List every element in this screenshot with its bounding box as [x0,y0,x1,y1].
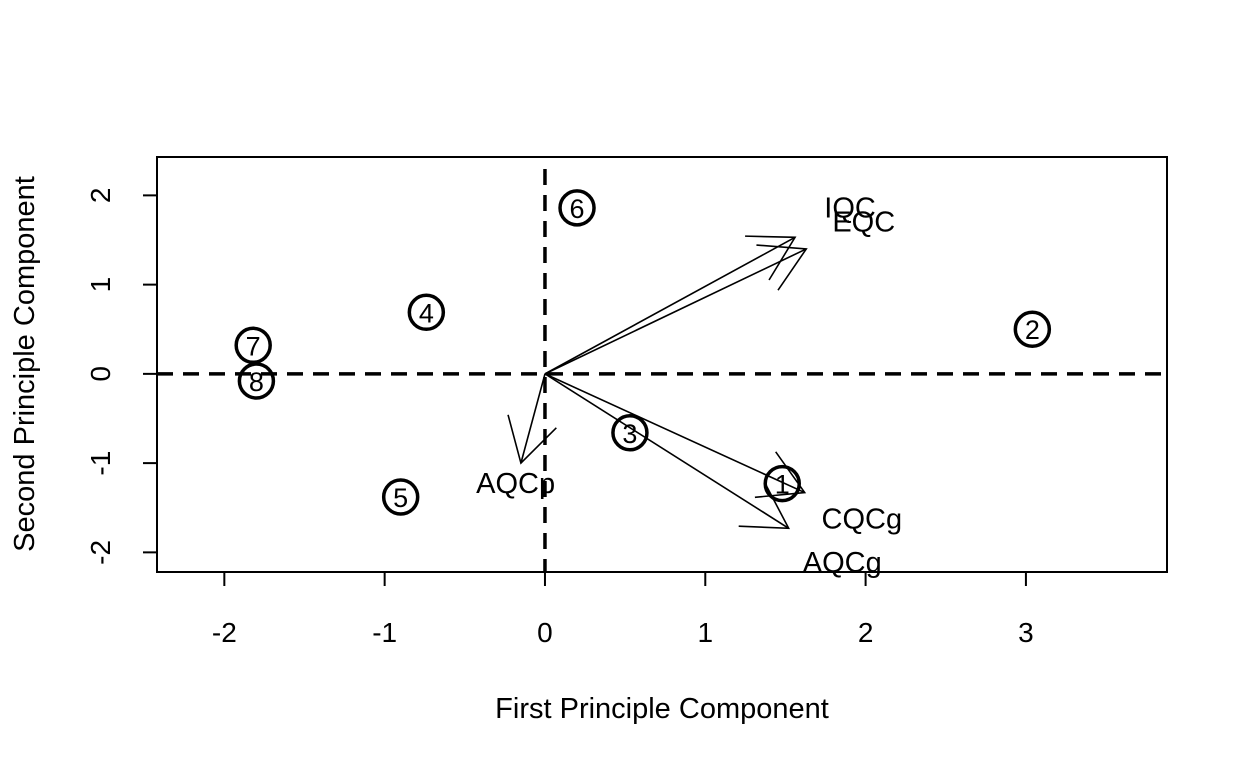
point-label: 6 [570,194,585,224]
arrow-head [756,244,808,291]
x-tick-label: -2 [212,617,237,648]
observation-points: 1 2 3 4 5 6 7 8 [234,189,1052,516]
loading-label: CQCg [822,504,903,536]
point-marker [763,464,801,503]
point-label: 3 [622,419,637,449]
point-marker [1013,310,1052,348]
arrow-shaft [544,373,790,529]
y-tick-label: -1 [85,451,116,476]
observation-point: 7 [234,326,272,365]
y-tick-label: 1 [85,277,116,293]
x-tick-label: 1 [697,617,713,648]
loading-label: AQCp [476,468,555,500]
x-tick-label: 2 [858,617,874,648]
point-label: 8 [249,367,264,397]
x-tick-label: 0 [537,617,553,648]
observation-point: 1 [763,464,801,503]
point-marker [611,414,649,452]
x-axis-title: First Principle Component [495,693,829,725]
arrow-shaft [544,248,807,375]
point-marker [237,362,276,400]
point-label: 2 [1025,315,1040,345]
point-marker [407,293,446,332]
y-tick-label: -2 [85,540,116,565]
arrow-shaft [544,236,796,375]
arrow-head [745,235,797,281]
loading-label: IQC [824,192,876,224]
x-axis: -2 -1 0 1 2 3 [212,571,1034,648]
y-axis: -2 -1 0 1 2 [85,188,158,565]
loading-arrow: EQC [544,206,895,375]
point-marker [558,189,596,227]
loading-arrow: AQCp [476,373,557,500]
plot-frame [156,156,1168,573]
y-tick-label: 2 [85,188,116,204]
loading-label: AQCg [803,547,882,579]
observation-point: 4 [407,293,446,332]
arrow-shaft [544,373,806,494]
loading-arrow: AQCg [544,373,882,579]
arrow-shaft [520,373,546,464]
x-tick-label: -1 [372,617,397,648]
point-label: 4 [419,298,434,328]
observation-point: 6 [558,189,596,227]
point-label: 1 [775,470,790,500]
observation-point: 8 [237,362,276,400]
point-label: 7 [246,331,261,361]
loading-arrow: CQCg [544,373,903,536]
observation-point: 5 [381,478,420,516]
observation-point: 2 [1013,310,1052,348]
observation-point: 3 [611,414,649,452]
x-tick-label: 3 [1018,617,1034,648]
point-marker [234,326,272,365]
point-label: 5 [393,483,408,513]
point-marker [381,478,420,516]
y-tick-label: 0 [85,366,116,382]
loading-arrow: IQC [544,192,876,375]
loading-label: EQC [832,206,895,238]
y-axis-title: Second Principle Component [9,176,41,552]
arrow-head [507,414,557,465]
